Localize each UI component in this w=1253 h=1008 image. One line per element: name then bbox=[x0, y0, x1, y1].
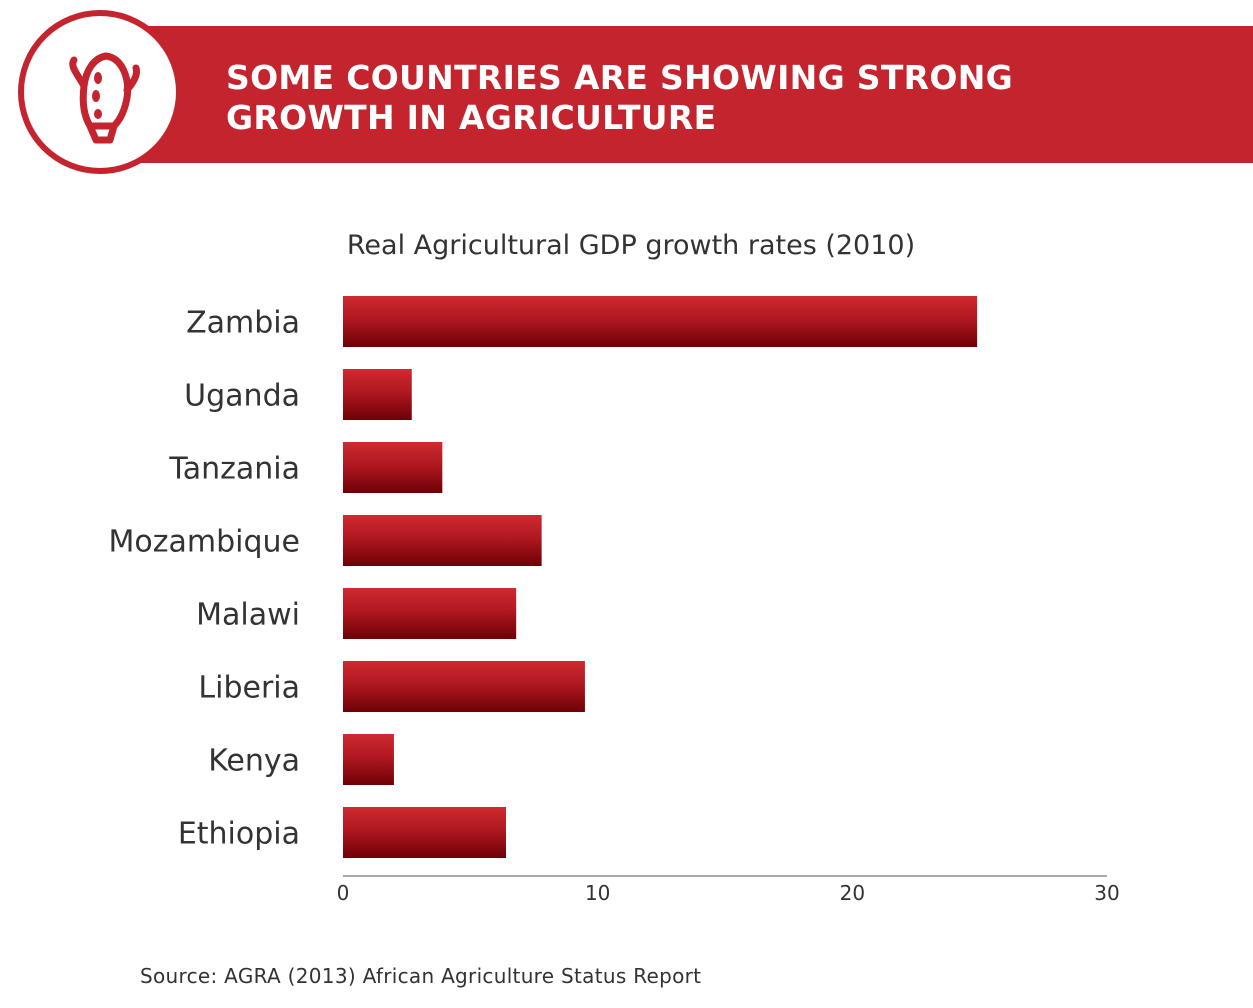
bar-malawi bbox=[343, 588, 517, 639]
bar-mozambique bbox=[343, 515, 542, 566]
y-tick-label-tanzania: Tanzania bbox=[168, 452, 300, 487]
y-tick-label-mozambique: Mozambique bbox=[109, 525, 300, 560]
x-tick-label-20: 20 bbox=[840, 881, 865, 905]
y-tick-label-uganda: Uganda bbox=[184, 379, 300, 414]
y-tick-label-ethiopia: Ethiopia bbox=[178, 817, 300, 852]
y-tick-label-kenya: Kenya bbox=[208, 744, 300, 779]
corn-icon bbox=[69, 52, 140, 144]
page-title-line-1: SOME COUNTRIES ARE SHOWING STRONG bbox=[226, 58, 1014, 97]
y-tick-label-liberia: Liberia bbox=[198, 671, 300, 706]
title-banner bbox=[140, 26, 1253, 163]
source-note: Source: AGRA (2013) African Agriculture … bbox=[140, 964, 702, 988]
bar-liberia bbox=[343, 661, 585, 712]
bar-zambia bbox=[343, 296, 978, 347]
bar-kenya bbox=[343, 734, 394, 785]
bar-uganda bbox=[343, 369, 412, 420]
page-title: SOME COUNTRIES ARE SHOWING STRONG GROWTH… bbox=[226, 58, 1026, 138]
bar-tanzania bbox=[343, 442, 443, 493]
y-tick-label-malawi: Malawi bbox=[196, 598, 300, 633]
bar-ethiopia bbox=[343, 807, 506, 858]
x-tick-label-10: 10 bbox=[585, 881, 610, 905]
page-title-line-2: GROWTH IN AGRICULTURE bbox=[226, 98, 717, 137]
chart-title: Real Agricultural GDP growth rates (2010… bbox=[347, 230, 915, 261]
x-tick-label-0: 0 bbox=[337, 881, 350, 905]
logo-badge bbox=[18, 10, 182, 174]
x-tick-label-30: 30 bbox=[1094, 881, 1119, 905]
y-tick-label-zambia: Zambia bbox=[186, 306, 300, 341]
